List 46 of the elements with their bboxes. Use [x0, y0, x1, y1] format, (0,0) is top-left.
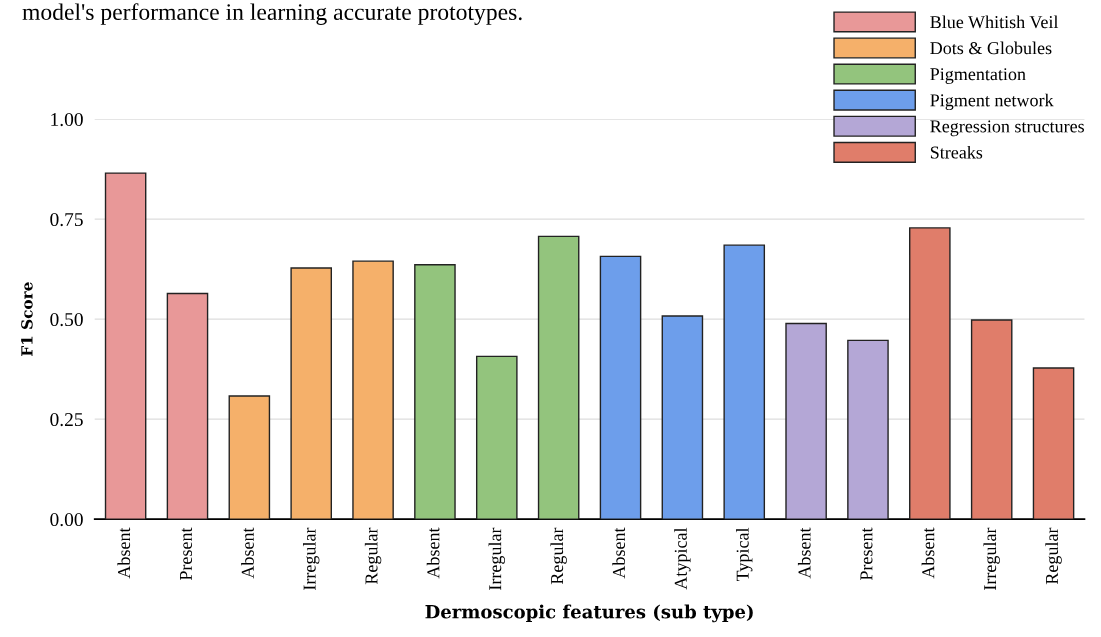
bar: [599, 255, 642, 520]
bar: [228, 395, 271, 520]
y-tick-label: 0.25: [50, 412, 83, 427]
x-tick-label: Atypical: [674, 527, 691, 590]
bar: [847, 339, 889, 520]
legend-label: Regression structures: [930, 120, 1084, 137]
bar: [970, 319, 1013, 520]
bar: [785, 322, 827, 520]
x-tick-label: Absent: [426, 527, 440, 579]
bar: [104, 172, 147, 520]
bar: [723, 244, 766, 520]
y-tick-label: 0.75: [50, 212, 83, 227]
x-tick-label: Irregular: [488, 527, 505, 590]
text: model's performance in learning accurate prototypes.: [22, 3, 522, 25]
y-axis-title: F1 Score: [21, 282, 33, 356]
y-tick-label: 0.00: [50, 512, 83, 527]
legend-label: Streaks: [930, 145, 983, 159]
bar: [537, 235, 580, 520]
x-tick-label: Absent: [117, 527, 131, 579]
x-tick-label: Present: [180, 527, 192, 581]
bar: [166, 292, 209, 520]
bar: [475, 355, 518, 520]
bar: [661, 315, 704, 520]
x-tick-label: Absent: [921, 527, 935, 579]
legend-label: Blue Whitish Veil: [930, 15, 1059, 29]
x-tick-label: Absent: [241, 527, 254, 579]
x-tick-label: Typical: [736, 527, 753, 582]
x-tick-label: Regular: [1045, 527, 1062, 585]
bar: [352, 260, 394, 520]
x-tick-label: Regular: [550, 527, 567, 585]
bar: [290, 267, 333, 520]
bar: [909, 227, 951, 520]
legend-label: Dots & Globules: [930, 41, 1052, 55]
bar: [414, 264, 456, 520]
y-tick-label: 1.00: [51, 112, 83, 127]
x-tick-label: Absent: [797, 527, 811, 579]
x-tick-label: Absent: [612, 527, 626, 579]
x-tick-label: Irregular: [302, 527, 320, 590]
legend-label: Pigmentation: [930, 68, 1026, 84]
x-tick-label: Irregular: [983, 527, 1000, 590]
y-tick-label: 0.50: [50, 312, 83, 327]
x-tick-label: Present: [860, 527, 873, 581]
x-axis-title: Dermoscopic features (sub type): [425, 604, 753, 623]
bar: [1032, 367, 1075, 520]
x-tick-label: Regular: [364, 527, 382, 585]
legend-label: Pigment network: [930, 93, 1054, 111]
